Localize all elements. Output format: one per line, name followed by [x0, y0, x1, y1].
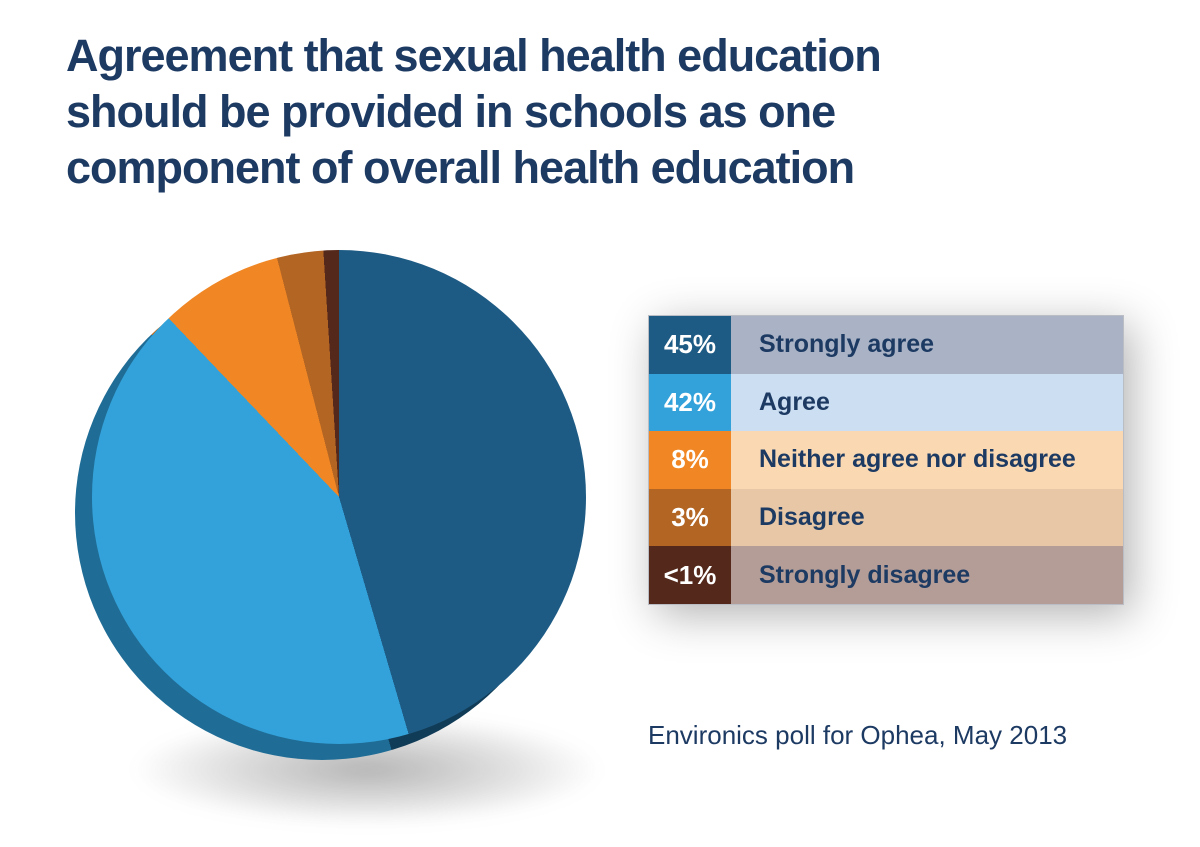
legend-percent-swatch: 8%	[649, 431, 731, 489]
legend-row: 3% Disagree	[649, 488, 1123, 547]
legend-label: Disagree	[731, 488, 1123, 547]
legend-row: 45% Strongly agree	[649, 316, 1123, 374]
legend: 45% Strongly agree 42% Agree 8% Neither …	[648, 315, 1124, 605]
legend-row: 8% Neither agree nor disagree	[649, 431, 1123, 489]
chart-title: Agreement that sexual health education s…	[66, 30, 882, 193]
source-caption: Environics poll for Ophea, May 2013	[648, 720, 1068, 750]
legend-percent-swatch: <1%	[649, 546, 731, 604]
legend-percent-swatch: 42%	[649, 373, 731, 432]
legend-percent-swatch: 3%	[649, 488, 731, 547]
legend-label: Neither agree nor disagree	[731, 431, 1123, 489]
legend-label: Strongly disagree	[731, 546, 1123, 604]
pie-slices	[92, 250, 586, 744]
legend-row: 42% Agree	[649, 373, 1123, 432]
legend-percent-swatch: 45%	[649, 316, 731, 374]
legend-row: <1% Strongly disagree	[649, 546, 1123, 604]
pie-chart	[55, 250, 705, 847]
legend-label: Strongly agree	[731, 316, 1123, 374]
legend-label: Agree	[731, 373, 1123, 432]
